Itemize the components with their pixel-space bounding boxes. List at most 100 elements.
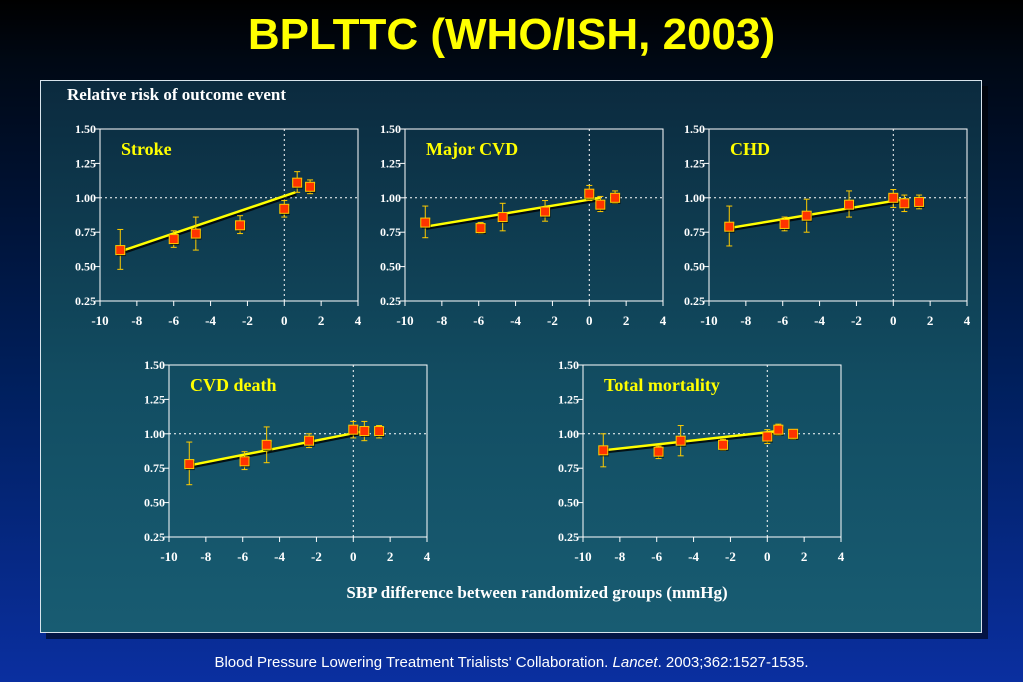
y-tick-label: 0.50	[380, 260, 401, 274]
data-point	[359, 426, 370, 437]
data-point	[584, 188, 595, 199]
fit-line-shadow	[120, 193, 297, 255]
plot-frame	[168, 364, 428, 538]
chart-title-cvd-death: CVD death	[190, 375, 277, 395]
x-tick-label: 0	[586, 313, 593, 328]
data-point	[773, 424, 784, 435]
fit-line-shadow	[190, 431, 366, 469]
y-axis-label: Relative risk of outcome event	[67, 85, 286, 104]
x-tick-label: 4	[355, 313, 362, 328]
data-point	[304, 435, 315, 446]
x-tick-label: -2	[547, 313, 558, 328]
data-point	[914, 196, 925, 207]
x-tick-label: -6	[168, 313, 179, 328]
y-tick-label: 0.50	[684, 260, 705, 274]
data-point	[475, 223, 486, 234]
x-axis-label: SBP difference between randomized groups…	[346, 583, 727, 602]
y-tick-label: 0.75	[558, 461, 579, 475]
x-tick-label: -10	[396, 313, 413, 328]
x-tick-label: 4	[660, 313, 667, 328]
y-tick-label: 0.75	[75, 225, 96, 239]
y-tick-label: 0.25	[75, 294, 96, 308]
y-tick-label: 1.00	[684, 191, 705, 205]
y-tick-label: 0.50	[144, 496, 165, 510]
chart-title-total-mortality: Total mortality	[604, 375, 720, 395]
x-tick-label: -4	[510, 313, 521, 328]
x-tick-label: -8	[131, 313, 142, 328]
data-point	[184, 459, 195, 470]
data-point	[598, 445, 609, 456]
chart-title-chd: CHD	[730, 139, 770, 159]
x-tick-label: -8	[436, 313, 447, 328]
data-point	[779, 218, 790, 229]
x-tick-label: -8	[740, 313, 751, 328]
y-tick-label: 0.25	[144, 530, 165, 544]
x-tick-label: -8	[200, 549, 211, 564]
chart-title-major-cvd: Major CVD	[426, 139, 518, 159]
x-tick-label: 0	[350, 549, 357, 564]
y-tick-label: 0.75	[144, 461, 165, 475]
data-point	[115, 245, 126, 256]
plot-frame	[582, 364, 842, 538]
citation-authors: Blood Pressure Lowering Treatment Triali…	[214, 654, 613, 671]
y-tick-label: 0.25	[380, 294, 401, 308]
x-tick-label: -4	[205, 313, 216, 328]
x-tick-label: 2	[623, 313, 630, 328]
x-tick-label: -10	[700, 313, 717, 328]
data-point	[235, 220, 246, 231]
data-point	[497, 212, 508, 223]
y-tick-label: 1.50	[144, 358, 165, 372]
x-tick-label: -10	[91, 313, 108, 328]
x-tick-label: -2	[242, 313, 253, 328]
chart-cvd-death: 0.25 0.50 0.75 1.00 1.25 1.50 -10 -8 -6 -4 -2 0 2 4 CV…	[144, 358, 431, 564]
data-point	[239, 456, 250, 467]
y-tick-label: 0.75	[684, 225, 705, 239]
chart-panel	[40, 80, 982, 633]
y-tick-label: 1.50	[75, 122, 96, 136]
data-point	[190, 228, 201, 239]
x-tick-label: -6	[777, 313, 788, 328]
x-tick-label: -6	[237, 549, 248, 564]
data-point	[801, 210, 812, 221]
y-tick-label: 0.50	[75, 260, 96, 274]
x-tick-label: -4	[688, 549, 699, 564]
x-tick-label: -4	[814, 313, 825, 328]
data-point	[718, 439, 729, 450]
slide-title: BPLTTC (WHO/ISH, 2003)	[247, 10, 776, 59]
x-tick-label: 4	[424, 549, 431, 564]
fit-line-shadow	[730, 199, 906, 232]
data-point	[762, 431, 773, 442]
x-tick-label: -10	[160, 549, 177, 564]
data-point	[279, 203, 290, 214]
chart-chd: 0.25 0.50 0.75 1.00 1.25 1.50 -10 -8 -6 -4 -2 0 2 4 CH…	[684, 122, 971, 328]
x-tick-label: -6	[473, 313, 484, 328]
data-point	[844, 199, 855, 210]
y-tick-label: 0.25	[684, 294, 705, 308]
y-tick-label: 0.75	[380, 225, 401, 239]
data-point	[610, 192, 621, 203]
x-tick-label: -2	[725, 549, 736, 564]
y-tick-label: 1.25	[684, 156, 705, 170]
data-point	[540, 206, 551, 217]
data-point	[595, 199, 606, 210]
y-tick-label: 1.25	[144, 392, 165, 406]
data-point	[348, 424, 359, 435]
x-tick-label: 0	[281, 313, 288, 328]
x-tick-label: -2	[851, 313, 862, 328]
citation-details: . 2003;362:1527-1535.	[657, 654, 809, 671]
y-tick-label: 1.50	[380, 122, 401, 136]
fit-line-shadow	[426, 198, 602, 230]
data-point	[675, 435, 686, 446]
fit-line	[603, 429, 779, 452]
fit-line	[189, 429, 365, 467]
fit-line	[425, 196, 601, 228]
data-point	[653, 446, 664, 457]
x-tick-label: 2	[927, 313, 934, 328]
x-tick-label: 0	[890, 313, 897, 328]
x-tick-label: -2	[311, 549, 322, 564]
x-tick-label: -10	[574, 549, 591, 564]
data-point	[888, 192, 899, 203]
x-tick-label: 2	[801, 549, 808, 564]
x-tick-label: -6	[651, 549, 662, 564]
plot-frame	[99, 128, 359, 302]
